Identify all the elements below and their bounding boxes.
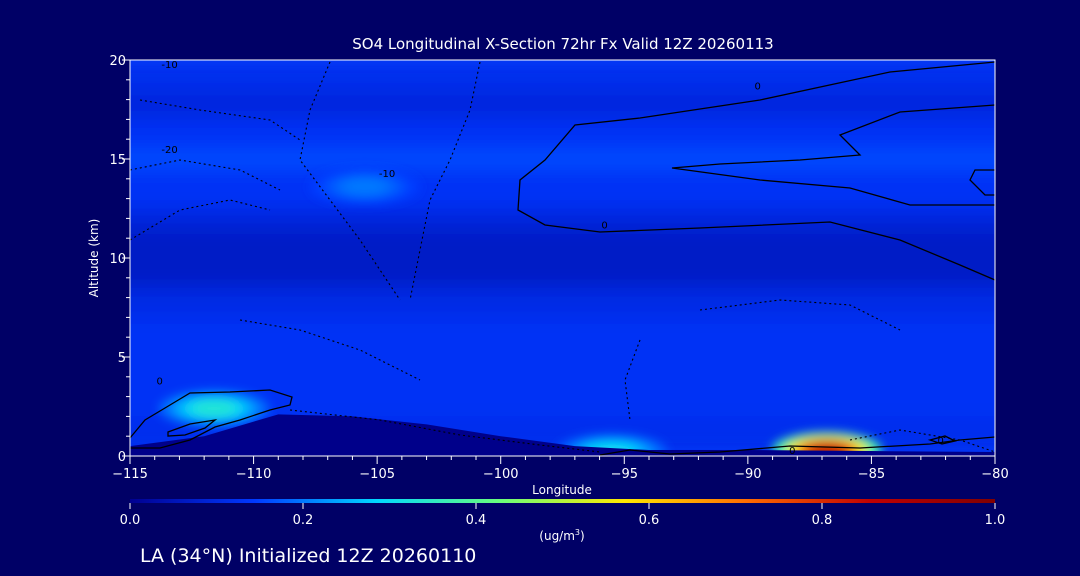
- contour-surface-right: [599, 436, 995, 456]
- band-1: [130, 317, 995, 417]
- colorbar-ticks: 0.0 0.2 0.4 0.6 0.8 1.0: [120, 503, 1006, 528]
- x-tick-label: −95: [611, 467, 638, 482]
- hotspot-3-level-3: [343, 179, 387, 195]
- contour-zero-upper: [517, 61, 995, 281]
- contour-label-7: 0: [156, 377, 162, 388]
- contour-labels: -10 -20 -10 0 0 0 0 0: [156, 60, 943, 457]
- y-tick-label: 0: [118, 450, 126, 465]
- colorbar-tick-label: 0.4: [466, 513, 487, 528]
- x-axis: −115 −110 −105 −100 −95 −90 −85 −80: [112, 456, 1009, 482]
- hotspot-3: [309, 168, 420, 205]
- chart-title: SO4 Longitudinal X-Section 72hr Fx Valid…: [352, 35, 773, 53]
- colorbar-tick-label: 0.2: [293, 513, 314, 528]
- contour-surface-small: [927, 435, 957, 445]
- y-tick-label: 5: [118, 351, 126, 366]
- band-5: [130, 168, 995, 209]
- y-tick-label: 10: [109, 252, 126, 267]
- plot-area: -10 -20 -10 0 0 0 0 0: [130, 60, 995, 457]
- y-axis: 0 5 10 15 20: [109, 54, 130, 465]
- contour-label-5: 0: [937, 436, 943, 447]
- footer-run-info: LA (34°N) Initialized 12Z 20260110: [140, 545, 476, 567]
- colorbar-tick-label: 0.6: [639, 513, 660, 528]
- contour-label-1: -20: [161, 145, 177, 156]
- band-3: [130, 228, 995, 288]
- hotspot-1: [771, 432, 882, 456]
- dotted-contours: [130, 61, 995, 453]
- x-tick-label: −115: [112, 467, 148, 482]
- band-8: [130, 89, 995, 120]
- contour-label-4: 0: [601, 220, 607, 231]
- x-axis-label: Longitude: [532, 483, 592, 497]
- concentration-bands: [130, 60, 995, 456]
- contour-lines: [130, 61, 995, 456]
- dotted-contour-8: [699, 299, 901, 331]
- hotspot-0: [159, 390, 270, 427]
- contour-zero-inner: [671, 104, 995, 206]
- band-9: [130, 60, 995, 90]
- y-tick-label: 15: [109, 153, 126, 168]
- dotted-contour-10: [849, 429, 995, 453]
- terrain-mask: [130, 414, 995, 456]
- hotspot-0-level-3: [192, 400, 236, 416]
- dotted-contour-1: [299, 61, 401, 301]
- contour-label-3: 0: [755, 82, 761, 93]
- x-tick-label: −80: [981, 467, 1008, 482]
- x-tick-label: −105: [359, 467, 395, 482]
- colorbar-tick-label: 1.0: [985, 513, 1006, 528]
- colorbar-strip: [130, 499, 995, 503]
- x-tick-label: −100: [483, 467, 519, 482]
- x-tick-label: −90: [734, 467, 761, 482]
- band-7: [130, 119, 995, 150]
- dotted-contour-7: [289, 409, 601, 453]
- dotted-contour-6: [239, 319, 421, 381]
- contour-label-2: -10: [379, 169, 395, 180]
- band-4: [130, 208, 995, 229]
- colorbar: 0.0 0.2 0.4 0.6 0.8 1.0 (ug/m3): [120, 499, 1006, 543]
- band-2: [130, 287, 995, 318]
- contour-label-6: 0: [789, 446, 795, 457]
- band-6: [130, 149, 995, 169]
- colorbar-tick-label: 0.0: [120, 513, 141, 528]
- colorbar-units: (ug/m3): [539, 528, 584, 543]
- contour-label-0: -10: [161, 60, 177, 71]
- dotted-contour-2: [409, 61, 481, 301]
- y-tick-label: 20: [109, 54, 126, 69]
- x-tick-label: −110: [236, 467, 272, 482]
- x-tick-label: −85: [858, 467, 885, 482]
- dotted-contour-4: [130, 159, 281, 191]
- y-axis-label: Altitude (km): [87, 219, 101, 298]
- dotted-contour-3: [139, 99, 301, 141]
- contour-zero-right: [969, 169, 995, 196]
- contour-left-plume: [130, 389, 293, 449]
- contour-left-inner: [167, 418, 218, 437]
- colorbar-tick-label: 0.8: [812, 513, 833, 528]
